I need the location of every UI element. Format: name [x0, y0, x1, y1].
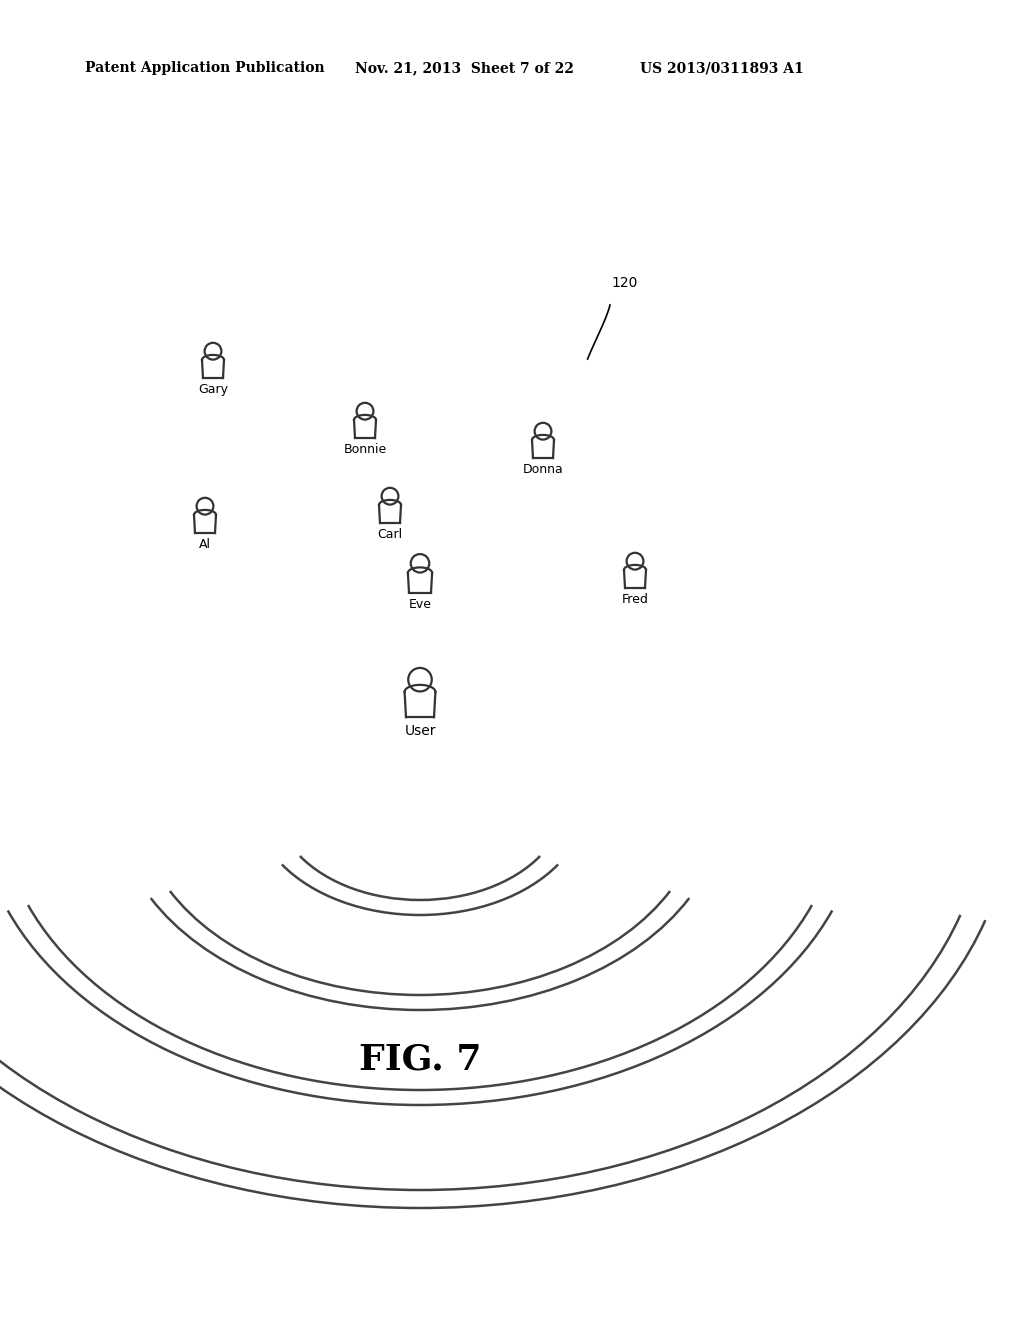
Text: Eve: Eve: [409, 598, 431, 611]
Text: US 2013/0311893 A1: US 2013/0311893 A1: [640, 61, 804, 75]
Text: Donna: Donna: [522, 463, 563, 477]
Text: User: User: [404, 725, 436, 738]
Circle shape: [535, 422, 551, 440]
Circle shape: [356, 403, 374, 420]
Circle shape: [197, 498, 213, 515]
Circle shape: [627, 553, 643, 570]
Circle shape: [382, 488, 398, 504]
Text: Nov. 21, 2013  Sheet 7 of 22: Nov. 21, 2013 Sheet 7 of 22: [355, 61, 573, 75]
Circle shape: [411, 554, 429, 573]
Circle shape: [409, 668, 432, 692]
Text: Patent Application Publication: Patent Application Publication: [85, 61, 325, 75]
Text: Al: Al: [199, 539, 211, 550]
Circle shape: [205, 343, 221, 359]
Text: Fred: Fred: [622, 593, 648, 606]
Text: Bonnie: Bonnie: [343, 444, 387, 455]
Text: 120: 120: [611, 276, 638, 290]
Text: Carl: Carl: [378, 528, 402, 541]
Text: FIG. 7: FIG. 7: [358, 1043, 481, 1077]
Text: Gary: Gary: [198, 383, 228, 396]
